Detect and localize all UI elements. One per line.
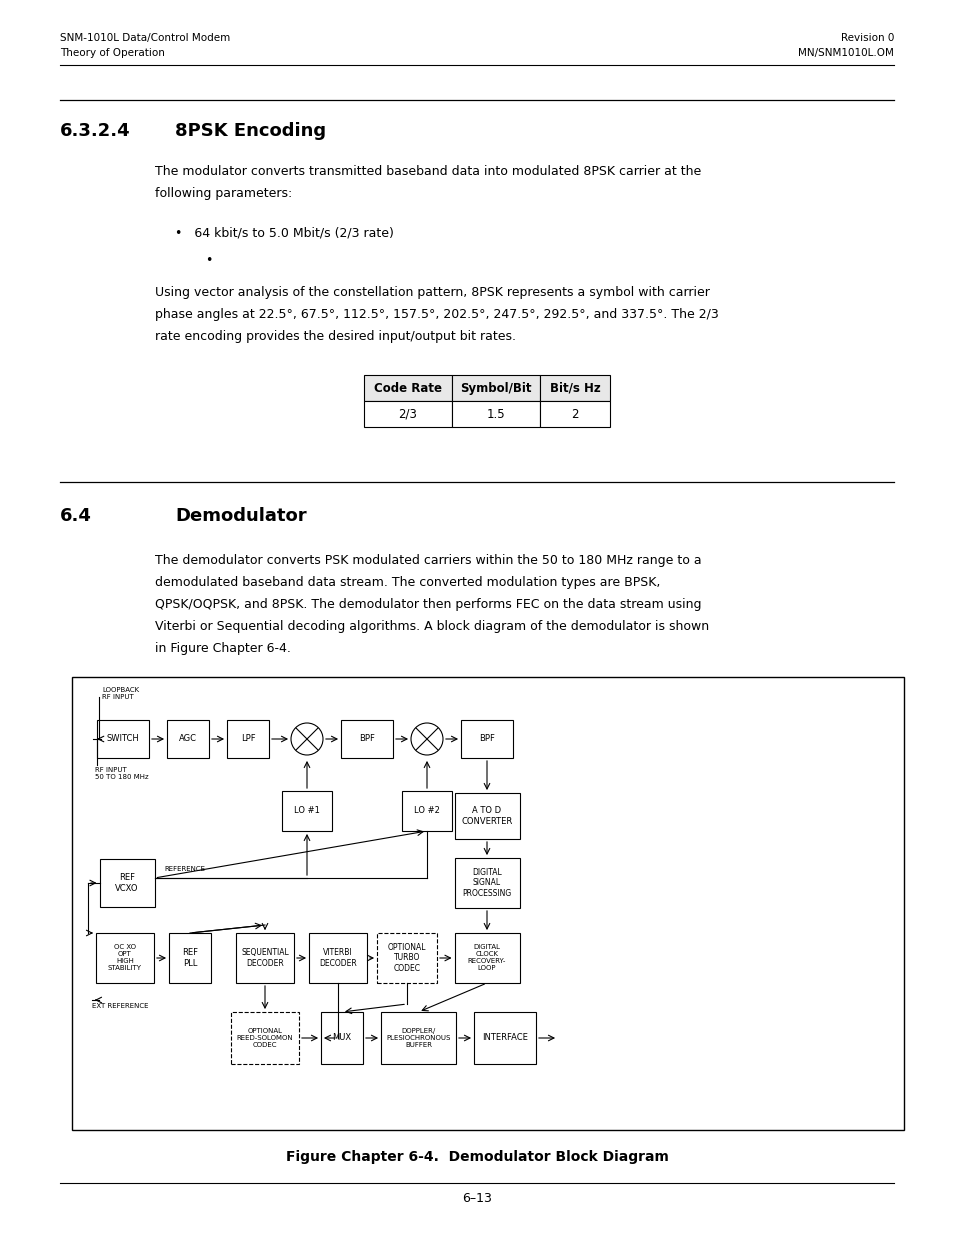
Text: •: • (205, 254, 213, 267)
Bar (376, 932, 436, 983)
Text: Viterbi or Sequential decoding algorithms. A block diagram of the demodulator is: Viterbi or Sequential decoding algorithm… (154, 620, 708, 634)
Text: DIGITAL
CLOCK
RECOVERY-
LOOP: DIGITAL CLOCK RECOVERY- LOOP (467, 945, 506, 972)
Text: Demodulator: Demodulator (174, 508, 306, 525)
Text: LO #1: LO #1 (294, 806, 319, 815)
Text: Code Rate: Code Rate (374, 382, 441, 394)
Text: MUX: MUX (332, 1034, 352, 1042)
Text: following parameters:: following parameters: (154, 186, 292, 200)
Text: EXT REFERENCE: EXT REFERENCE (91, 1003, 149, 1009)
Text: The demodulator converts PSK modulated carriers within the 50 to 180 MHz range t: The demodulator converts PSK modulated c… (154, 555, 700, 567)
Text: SEQUENTIAL
DECODER: SEQUENTIAL DECODER (241, 948, 289, 968)
Text: OPTIONAL
TURBO
CODEC: OPTIONAL TURBO CODEC (387, 944, 426, 973)
Text: VITERBI
DECODER: VITERBI DECODER (319, 948, 356, 968)
Bar (539, 401, 609, 427)
Bar (474, 1011, 536, 1065)
Text: The modulator converts transmitted baseband data into modulated 8PSK carrier at : The modulator converts transmitted baseb… (154, 165, 700, 178)
Text: 6.4: 6.4 (60, 508, 91, 525)
Circle shape (291, 722, 323, 755)
Text: INTERFACE: INTERFACE (481, 1034, 527, 1042)
Bar (401, 790, 452, 831)
Text: LPF: LPF (240, 735, 255, 743)
Text: LO #2: LO #2 (414, 806, 439, 815)
Bar (99, 860, 154, 906)
Text: demodulated baseband data stream. The converted modulation types are BPSK,: demodulated baseband data stream. The co… (154, 576, 659, 589)
Bar (71, 677, 903, 1130)
Text: 8PSK Encoding: 8PSK Encoding (174, 122, 326, 140)
Text: 2/3: 2/3 (398, 408, 417, 420)
Bar (364, 375, 452, 401)
Text: 6.3.2.4: 6.3.2.4 (60, 122, 131, 140)
Text: Symbol/Bit: Symbol/Bit (459, 382, 531, 394)
Text: 1.5: 1.5 (486, 408, 505, 420)
Bar (454, 858, 519, 908)
Bar (364, 401, 452, 427)
Text: SNM-1010L Data/Control Modem: SNM-1010L Data/Control Modem (60, 33, 230, 43)
Text: Bit/s Hz: Bit/s Hz (549, 382, 599, 394)
Text: DIGITAL
SIGNAL
PROCESSING: DIGITAL SIGNAL PROCESSING (462, 868, 511, 898)
Text: 2: 2 (571, 408, 578, 420)
Bar (380, 1011, 456, 1065)
Text: rate encoding provides the desired input/output bit rates.: rate encoding provides the desired input… (154, 330, 516, 343)
Text: REF
PLL: REF PLL (182, 948, 198, 968)
Text: LOOPBACK
RF INPUT: LOOPBACK RF INPUT (102, 687, 139, 700)
Bar (167, 720, 209, 758)
Bar (309, 932, 367, 983)
Text: in Figure Chapter 6-4.: in Figure Chapter 6-4. (154, 642, 291, 655)
Bar (320, 1011, 363, 1065)
Text: SWITCH: SWITCH (107, 735, 139, 743)
Text: Using vector analysis of the constellation pattern, 8PSK represents a symbol wit: Using vector analysis of the constellati… (154, 287, 709, 299)
Bar (452, 401, 539, 427)
Bar (282, 790, 332, 831)
Text: •   64 kbit/s to 5.0 Mbit/s (2/3 rate): • 64 kbit/s to 5.0 Mbit/s (2/3 rate) (174, 227, 394, 240)
Text: Revision 0: Revision 0 (840, 33, 893, 43)
Bar (454, 793, 519, 839)
Text: REF
VCXO: REF VCXO (115, 873, 138, 893)
Text: REFERENCE: REFERENCE (164, 866, 205, 872)
Text: phase angles at 22.5°, 67.5°, 112.5°, 157.5°, 202.5°, 247.5°, 292.5°, and 337.5°: phase angles at 22.5°, 67.5°, 112.5°, 15… (154, 308, 718, 321)
Circle shape (411, 722, 442, 755)
Text: QPSK/OQPSK, and 8PSK. The demodulator then performs FEC on the data stream using: QPSK/OQPSK, and 8PSK. The demodulator th… (154, 598, 700, 611)
Bar (340, 720, 393, 758)
Text: Figure Chapter 6-4.  Demodulator Block Diagram: Figure Chapter 6-4. Demodulator Block Di… (285, 1150, 668, 1165)
Text: OPTIONAL
REED-SOLOMON
CODEC: OPTIONAL REED-SOLOMON CODEC (236, 1028, 293, 1049)
Text: 6–13: 6–13 (461, 1192, 492, 1205)
Bar (97, 720, 149, 758)
Text: OC XO
OPT
HIGH
STABILITY: OC XO OPT HIGH STABILITY (108, 945, 142, 972)
Text: BPF: BPF (358, 735, 375, 743)
Bar (460, 720, 513, 758)
Text: Theory of Operation: Theory of Operation (60, 48, 165, 58)
Text: BPF: BPF (478, 735, 495, 743)
Bar (539, 375, 609, 401)
Bar (454, 932, 519, 983)
Text: MN/SNM1010L.OM: MN/SNM1010L.OM (798, 48, 893, 58)
Text: A TO D
CONVERTER: A TO D CONVERTER (461, 806, 512, 826)
Bar (169, 932, 211, 983)
Text: AGC: AGC (179, 735, 196, 743)
Text: RF INPUT
50 TO 180 MHz: RF INPUT 50 TO 180 MHz (95, 767, 149, 781)
Bar (227, 720, 269, 758)
Bar (452, 375, 539, 401)
Bar (96, 932, 153, 983)
Bar (235, 932, 294, 983)
Bar (231, 1011, 298, 1065)
Text: DOPPLER/
PLESIOCHRONOUS
BUFFER: DOPPLER/ PLESIOCHRONOUS BUFFER (386, 1028, 450, 1049)
